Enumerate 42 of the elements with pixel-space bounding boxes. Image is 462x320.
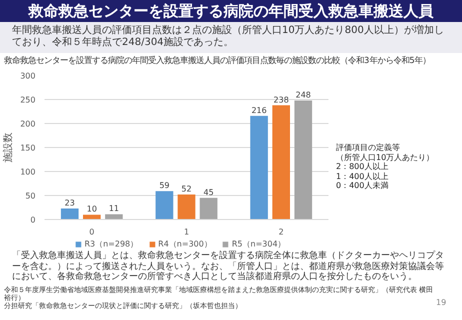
data-label: 248 <box>296 90 311 100</box>
y-tick-label: 100 <box>20 168 36 176</box>
data-label: 10 <box>86 204 97 214</box>
bar <box>200 198 218 220</box>
bar <box>272 105 290 220</box>
bar <box>178 194 196 220</box>
data-label: 23 <box>64 198 75 208</box>
text: 年間救急車搬送人員の評価項目点数は２点の施設（所管人口10万人あたり800人以上）が増加しており、令和５年時点で248/304施設であった。 <box>12 25 445 49</box>
text: （所管人口10万人あたり） <box>336 152 434 162</box>
text: 0：400人未満 <box>336 181 388 190</box>
chart-subtitle: 救命救急センターを設置する病院の年間受入救急車搬送人員の評価項目点数毎の施設数の比較（令和3年から令和5年） <box>4 55 431 65</box>
y-axis-title: 施設数 <box>2 132 14 162</box>
text: 「受入救急車搬送人員」とは、救命救急センターを設置する病院全体に救急車（ドクターカーやヘリコプターを含む。）によって搬送された人員をいう。なお、「所管人口」とは、都道府県が救急医療対策協議会等において、各救命救急センターの所管すべき人口として当該都道府県の人口を按分したものをいう。 <box>12 251 445 282</box>
y-tick-label: 50 <box>25 192 36 200</box>
legend-label: R4（n=300） <box>158 238 212 250</box>
bar <box>105 214 123 220</box>
data-label: 52 <box>181 184 192 194</box>
chart-title: 救命救急センターを設置する病院の年間受入救急車搬送人員 <box>28 1 434 22</box>
bar <box>250 116 268 220</box>
text: 2：800人以上 <box>336 162 388 171</box>
legend-label: R5（n=304） <box>232 238 286 250</box>
bar <box>60 208 79 220</box>
data-label: 216 <box>251 106 267 115</box>
bar <box>294 100 312 220</box>
x-tick-label: 0 <box>89 228 94 236</box>
x-tick-label: 2 <box>278 228 284 236</box>
data-label: 11 <box>108 204 120 214</box>
y-tick-label: 200 <box>20 120 36 128</box>
y-tick-label: 250 <box>20 96 36 104</box>
text: 1：400人以上 <box>336 172 388 180</box>
bar <box>156 191 174 220</box>
data-label: 238 <box>274 95 289 104</box>
data-label: 45 <box>204 188 214 197</box>
y-tick-label: 0 <box>30 216 36 224</box>
y-tick-label: 150 <box>20 144 36 152</box>
legend-label: R3（n=298） <box>84 238 138 250</box>
text: 評価項目の定義等 <box>336 143 400 152</box>
data-label: 59 <box>159 181 170 190</box>
y-tick-label: 300 <box>20 72 36 80</box>
bar <box>83 214 101 220</box>
x-tick-label: 1 <box>184 228 190 236</box>
text: 19 <box>436 297 446 309</box>
